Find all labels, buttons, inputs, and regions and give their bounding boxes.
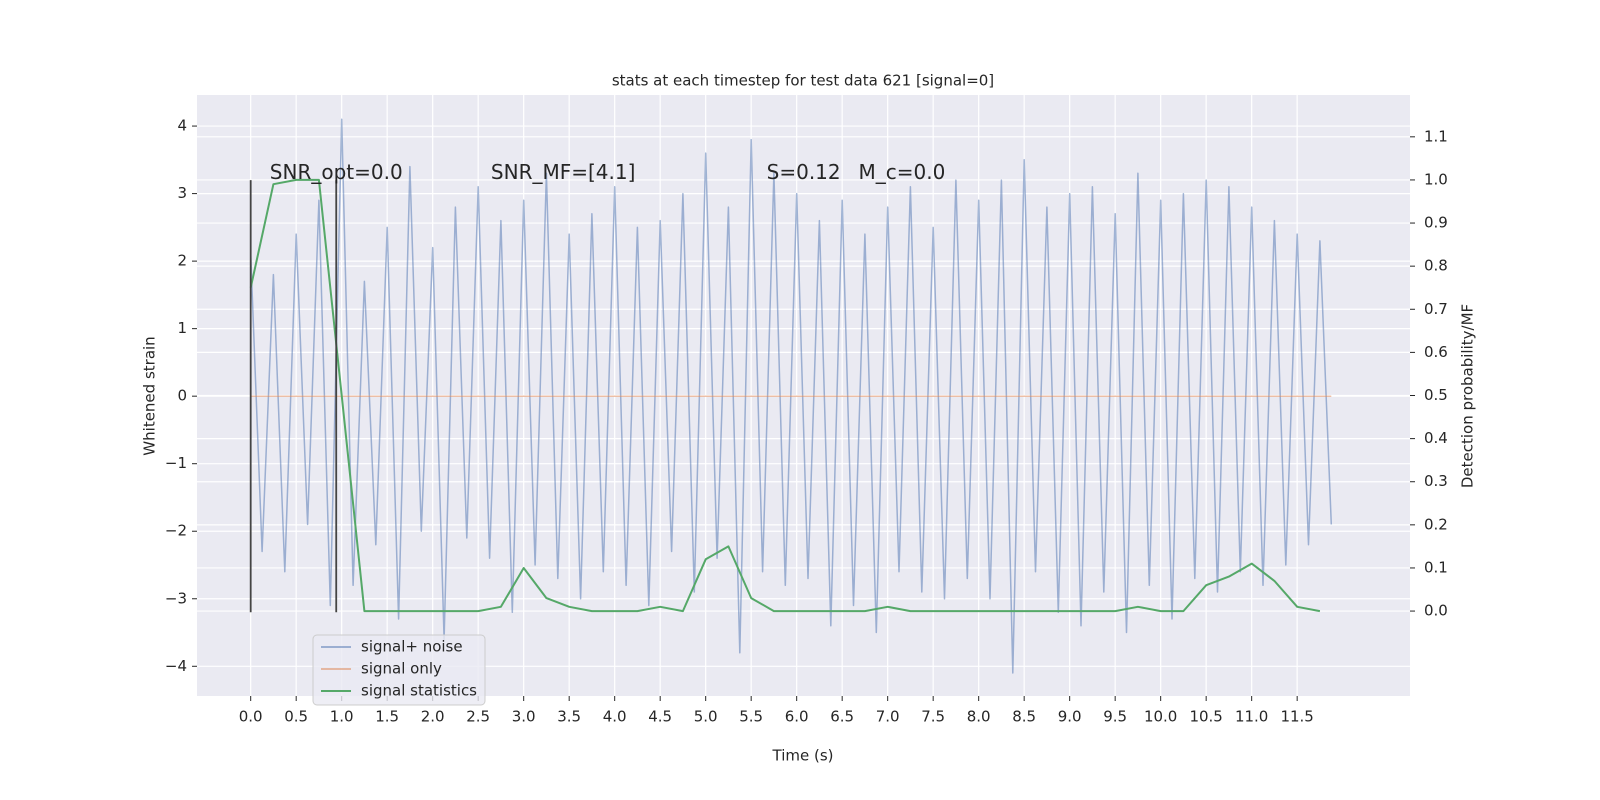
x-tick-label: 8.5 (1012, 708, 1036, 726)
y-tick-label: −4 (165, 657, 187, 675)
chart-title: stats at each timestep for test data 621… (612, 72, 994, 90)
annotation: SNR_opt=0.0 (270, 160, 403, 184)
x-tick-label: 8.0 (967, 708, 991, 726)
y-tick-label: −3 (165, 589, 187, 607)
x-tick-label: 9.5 (1103, 708, 1127, 726)
y-tick-label: 3 (177, 184, 187, 202)
y-axis-label: Whitened strain (141, 336, 159, 455)
y2-tick-label: 0.9 (1424, 214, 1448, 232)
y-tick-label: 2 (177, 252, 187, 270)
x-axis-label: Time (s) (772, 747, 834, 765)
x-tick-label: 5.5 (739, 708, 763, 726)
x-tick-label: 7.5 (921, 708, 945, 726)
legend-box (312, 634, 486, 706)
x-tick-label: 4.0 (603, 708, 627, 726)
y2-tick-label: 0.1 (1424, 558, 1448, 576)
x-tick-label: 0.0 (239, 708, 263, 726)
legend-label: signal statistics (361, 682, 477, 700)
y2-tick-label: 0.6 (1424, 343, 1448, 361)
series-line (249, 118, 1333, 674)
y-tick-label: 1 (177, 319, 187, 337)
x-tick-label: 1.0 (330, 708, 354, 726)
y2-tick-label: 0.3 (1424, 472, 1448, 490)
y-tick-label: −2 (165, 522, 187, 540)
y2-tick-label: 0.8 (1424, 257, 1448, 275)
y-tick-label: 4 (177, 117, 187, 135)
annotation: S=0.12 (767, 160, 841, 184)
x-tick-label: 2.5 (466, 708, 490, 726)
legend-label: signal+ noise (361, 638, 463, 656)
y2-tick-label: 0.7 (1424, 300, 1448, 318)
y2-axis-label: Detection probability/MF (1459, 304, 1477, 488)
x-tick-label: 9.0 (1058, 708, 1082, 726)
x-tick-label: 4.5 (648, 708, 672, 726)
x-tick-label: 5.0 (694, 708, 718, 726)
legend-label: signal only (361, 660, 442, 678)
x-tick-label: 3.5 (557, 708, 581, 726)
x-tick-label: 11.0 (1235, 708, 1268, 726)
y2-tick-label: 1.0 (1424, 170, 1448, 188)
x-tick-label: 1.5 (375, 708, 399, 726)
y2-tick-label: 0.4 (1424, 429, 1448, 447)
y2-tick-label: 0.5 (1424, 386, 1448, 404)
x-tick-label: 6.0 (785, 708, 809, 726)
y2-tick-label: 0.2 (1424, 515, 1448, 533)
x-tick-label: 0.5 (284, 708, 308, 726)
x-tick-label: 6.5 (830, 708, 854, 726)
annotation: M_c=0.0 (859, 160, 946, 184)
x-tick-label: 7.0 (876, 708, 900, 726)
x-tick-label: 10.5 (1189, 708, 1222, 726)
y-tick-label: 0 (177, 387, 187, 405)
annotation: SNR_MF=[4.1] (491, 160, 635, 184)
y2-tick-label: 0.0 (1424, 602, 1448, 620)
y-tick-label: −1 (165, 454, 187, 472)
series-line (249, 178, 1321, 613)
x-tick-label: 2.0 (421, 708, 445, 726)
x-tick-label: 11.5 (1280, 708, 1313, 726)
x-tick-label: 10.0 (1144, 708, 1177, 726)
y2-tick-label: 1.1 (1424, 127, 1448, 145)
x-tick-label: 3.0 (512, 708, 536, 726)
